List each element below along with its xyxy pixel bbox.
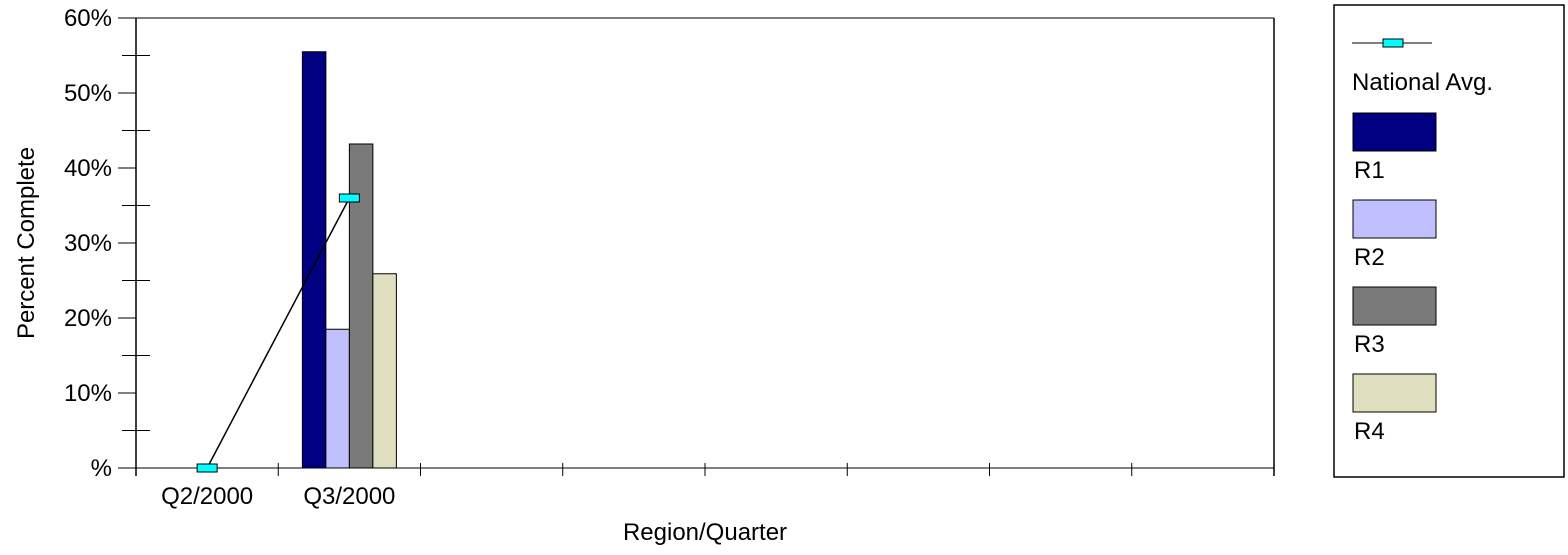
legend-swatch-r1 bbox=[1352, 112, 1437, 152]
y-tick-label: 40% bbox=[64, 155, 112, 182]
y-axis-ticks: % 10% 20% 30% 40% 50% 60% bbox=[64, 5, 150, 482]
legend: National Avg. R1 R2 R3 R4 bbox=[1333, 4, 1565, 478]
y-tick-label: 10% bbox=[64, 380, 112, 407]
legend-label-r3: R3 bbox=[1354, 331, 1385, 358]
y-tick-label: 30% bbox=[64, 230, 112, 257]
x-tick-label: Q2/2000 bbox=[161, 483, 253, 510]
y-axis-title: Percent Complete bbox=[13, 147, 40, 339]
x-axis-ticks: Q2/2000 Q3/2000 bbox=[135, 463, 1275, 510]
bar-r2-1 bbox=[325, 328, 350, 469]
legend-label-r2: R2 bbox=[1354, 244, 1385, 271]
national-avg-line bbox=[206, 197, 351, 469]
bar-r4-1 bbox=[372, 273, 397, 469]
legend-swatch-r4 bbox=[1352, 373, 1437, 413]
bar-r3-1 bbox=[348, 143, 374, 469]
legend-marker-swatch bbox=[1382, 38, 1404, 48]
y-tick-label: 60% bbox=[64, 5, 112, 32]
legend-swatch-r2 bbox=[1352, 199, 1437, 239]
legend-label-r4: R4 bbox=[1354, 418, 1385, 445]
y-tick-label: % bbox=[91, 455, 112, 482]
national-avg-line-group bbox=[196, 193, 360, 473]
y-tick-label: 20% bbox=[64, 305, 112, 332]
x-tick-label: Q3/2000 bbox=[303, 483, 395, 510]
bar-r1-1 bbox=[301, 51, 327, 469]
bar-series-group bbox=[301, 51, 397, 469]
legend-swatch-r3 bbox=[1352, 286, 1437, 326]
legend-label-r1: R1 bbox=[1354, 157, 1385, 184]
y-tick-label: 50% bbox=[64, 80, 112, 107]
national-avg-marker bbox=[338, 193, 360, 203]
national-avg-marker bbox=[196, 463, 218, 473]
legend-label-national-avg: National Avg. bbox=[1352, 69, 1493, 96]
x-axis-title: Region/Quarter bbox=[623, 519, 787, 546]
